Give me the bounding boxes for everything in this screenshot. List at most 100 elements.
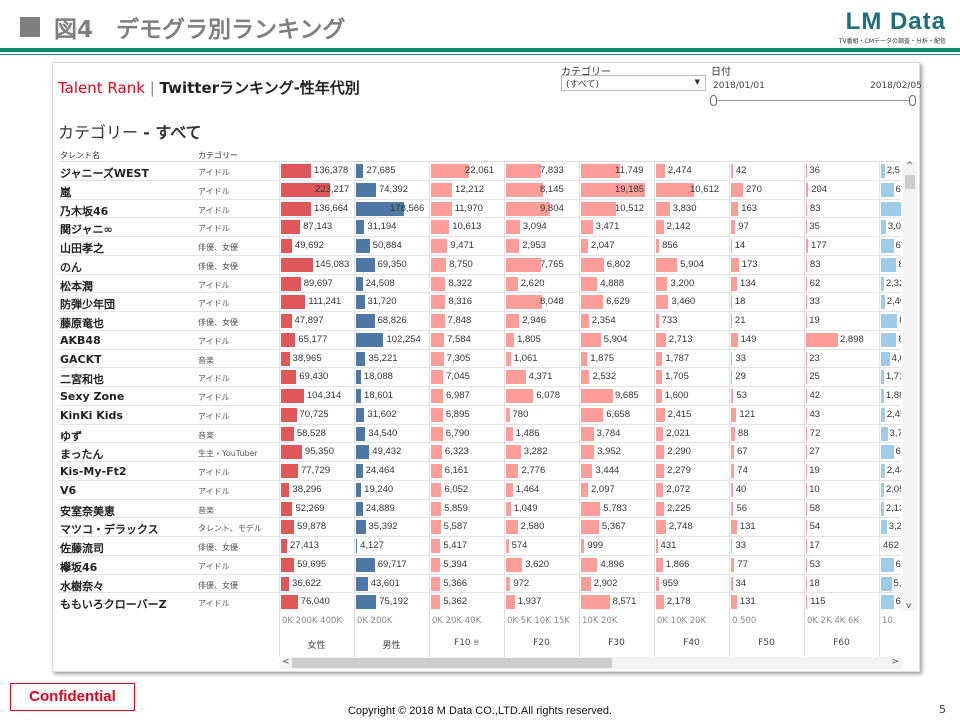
value-cell[interactable]: 18,088 xyxy=(354,368,429,387)
value-cell[interactable]: 69,717 xyxy=(354,555,429,574)
value-cell[interactable]: 5,904 xyxy=(654,255,729,274)
value-cell[interactable]: 35 xyxy=(804,218,879,237)
value-cell[interactable]: 4,888 xyxy=(579,274,654,293)
value-cell[interactable]: 462 xyxy=(879,537,901,555)
value-cell[interactable]: 5,783 xyxy=(579,499,654,518)
value-cell[interactable]: 25 xyxy=(804,368,879,387)
value-cell[interactable]: 6,895 xyxy=(429,405,504,424)
value-cell[interactable]: 49,432 xyxy=(354,443,429,462)
value-cell[interactable]: 2,142 xyxy=(654,218,729,237)
value-cell[interactable]: 2,713 xyxy=(654,330,729,349)
value-cell[interactable] xyxy=(879,199,901,218)
value-cell[interactable]: 780 xyxy=(504,405,579,424)
value-cell[interactable]: 6, xyxy=(879,443,901,462)
value-cell[interactable]: 19,185 xyxy=(579,180,654,199)
value-cell[interactable]: 856 xyxy=(654,237,729,255)
value-cell[interactable]: 4,127 xyxy=(354,537,429,555)
value-cell[interactable]: 136,378 xyxy=(279,162,354,180)
value-cell[interactable]: 18 xyxy=(804,574,879,593)
value-cell[interactable]: 69,350 xyxy=(354,255,429,274)
value-cell[interactable]: 31,602 xyxy=(354,405,429,424)
column-header-demographic[interactable]: F20 xyxy=(533,638,550,648)
table-row[interactable]: 水樹奈々 俳優、女優 36,622 43,601 5,366 972 2,902 959 34 1… xyxy=(58,574,901,594)
value-cell[interactable]: 2,776 xyxy=(504,462,579,480)
value-cell[interactable]: 35,221 xyxy=(354,349,429,368)
value-cell[interactable]: 2,580 xyxy=(504,518,579,537)
value-cell[interactable]: 6,161 xyxy=(429,462,504,480)
value-cell[interactable]: 83 xyxy=(804,255,879,274)
value-cell[interactable]: 5,394 xyxy=(429,555,504,574)
date-slider-start-handle[interactable] xyxy=(710,95,717,106)
value-cell[interactable]: 7,045 xyxy=(429,368,504,387)
value-cell[interactable]: 8,048 xyxy=(504,293,579,312)
value-cell[interactable]: 54 xyxy=(804,518,879,537)
value-cell[interactable]: 177 xyxy=(804,237,879,255)
value-cell[interactable]: 6,658 xyxy=(579,405,654,424)
value-cell[interactable]: 56 xyxy=(729,499,804,518)
value-cell[interactable]: 11,970 xyxy=(429,199,504,218)
value-cell[interactable]: 7,305 xyxy=(429,349,504,368)
value-cell[interactable]: 8,316 xyxy=(429,293,504,312)
value-cell[interactable]: 104,314 xyxy=(279,387,354,405)
value-cell[interactable]: 21 xyxy=(729,312,804,330)
horizontal-scrollbar[interactable]: < > xyxy=(280,657,902,669)
table-row[interactable]: ももいろクローバーZ アイドル 76,040 75,192 5,362 1,937 8,57… xyxy=(58,593,901,611)
value-cell[interactable]: 6,629 xyxy=(579,293,654,312)
value-cell[interactable]: 2,40 xyxy=(879,293,901,312)
value-cell[interactable]: 10,512 xyxy=(579,199,654,218)
value-cell[interactable]: 2,279 xyxy=(654,462,729,480)
column-header-demographic[interactable]: F60 xyxy=(833,638,850,648)
value-cell[interactable]: 8,322 xyxy=(429,274,504,293)
value-cell[interactable]: 6,078 xyxy=(504,387,579,405)
value-cell[interactable]: 5,859 xyxy=(429,499,504,518)
value-cell[interactable]: 62 xyxy=(804,274,879,293)
value-cell[interactable]: 19,240 xyxy=(354,480,429,499)
column-header-demographic[interactable]: 男性 xyxy=(382,641,401,651)
value-cell[interactable]: 29 xyxy=(729,368,804,387)
value-cell[interactable]: 3,830 xyxy=(654,199,729,218)
value-cell[interactable]: 3,444 xyxy=(579,462,654,480)
value-cell[interactable]: 87,143 xyxy=(279,218,354,237)
value-cell[interactable]: 10 xyxy=(804,480,879,499)
table-row[interactable]: AKB48 アイドル 65,177 102,254 7,584 1,805 5,904 2,7… xyxy=(58,330,901,350)
value-cell[interactable]: 574 xyxy=(504,537,579,555)
value-cell[interactable]: 2,45 xyxy=(879,405,901,424)
value-cell[interactable]: 97 xyxy=(729,218,804,237)
value-cell[interactable]: 38,965 xyxy=(279,349,354,368)
value-cell[interactable]: 19 xyxy=(804,462,879,480)
value-cell[interactable]: 3,460 xyxy=(654,293,729,312)
value-cell[interactable]: 5,587 xyxy=(429,518,504,537)
value-cell[interactable]: 2,953 xyxy=(504,237,579,255)
value-cell[interactable]: 8,571 xyxy=(579,593,654,611)
value-cell[interactable]: 18,601 xyxy=(354,387,429,405)
value-cell[interactable]: 3,620 xyxy=(504,555,579,574)
value-cell[interactable]: 12,212 xyxy=(429,180,504,199)
value-cell[interactable]: 2,13 xyxy=(879,499,901,518)
value-cell[interactable]: 31,720 xyxy=(354,293,429,312)
value-cell[interactable]: 2,5 xyxy=(879,162,901,180)
value-cell[interactable]: 6,323 xyxy=(429,443,504,462)
value-cell[interactable]: 5,904 xyxy=(579,330,654,349)
scroll-down-icon[interactable]: v xyxy=(906,601,912,611)
value-cell[interactable]: 68,826 xyxy=(354,312,429,330)
table-row[interactable]: 防弾少年団 アイドル 111,241 31,720 8,316 8,048 6,629 3,4… xyxy=(58,293,901,312)
value-cell[interactable]: 3,952 xyxy=(579,443,654,462)
value-cell[interactable]: 134 xyxy=(729,274,804,293)
value-cell[interactable]: 8 xyxy=(879,330,901,349)
value-cell[interactable]: 3,0 xyxy=(879,218,901,237)
value-cell[interactable]: 3,784 xyxy=(579,424,654,443)
value-cell[interactable]: 88 xyxy=(729,424,804,443)
value-cell[interactable]: 223,217 xyxy=(279,180,354,199)
value-cell[interactable]: 6, xyxy=(879,237,901,255)
value-cell[interactable]: 149 xyxy=(729,330,804,349)
value-cell[interactable]: 102,254 xyxy=(354,330,429,349)
value-cell[interactable]: 2,474 xyxy=(654,162,729,180)
value-cell[interactable]: 3,200 xyxy=(654,274,729,293)
value-cell[interactable]: 2,902 xyxy=(579,574,654,593)
value-cell[interactable]: 3,471 xyxy=(579,218,654,237)
value-cell[interactable]: 3,7 xyxy=(879,424,901,443)
value-cell[interactable]: 36 xyxy=(804,162,879,180)
value-cell[interactable]: 75,192 xyxy=(354,593,429,611)
value-cell[interactable]: 70,725 xyxy=(279,405,354,424)
table-row[interactable]: まったん 生主・YouTuber 95,350 49,432 6,323 3,282 3,9… xyxy=(58,443,901,462)
